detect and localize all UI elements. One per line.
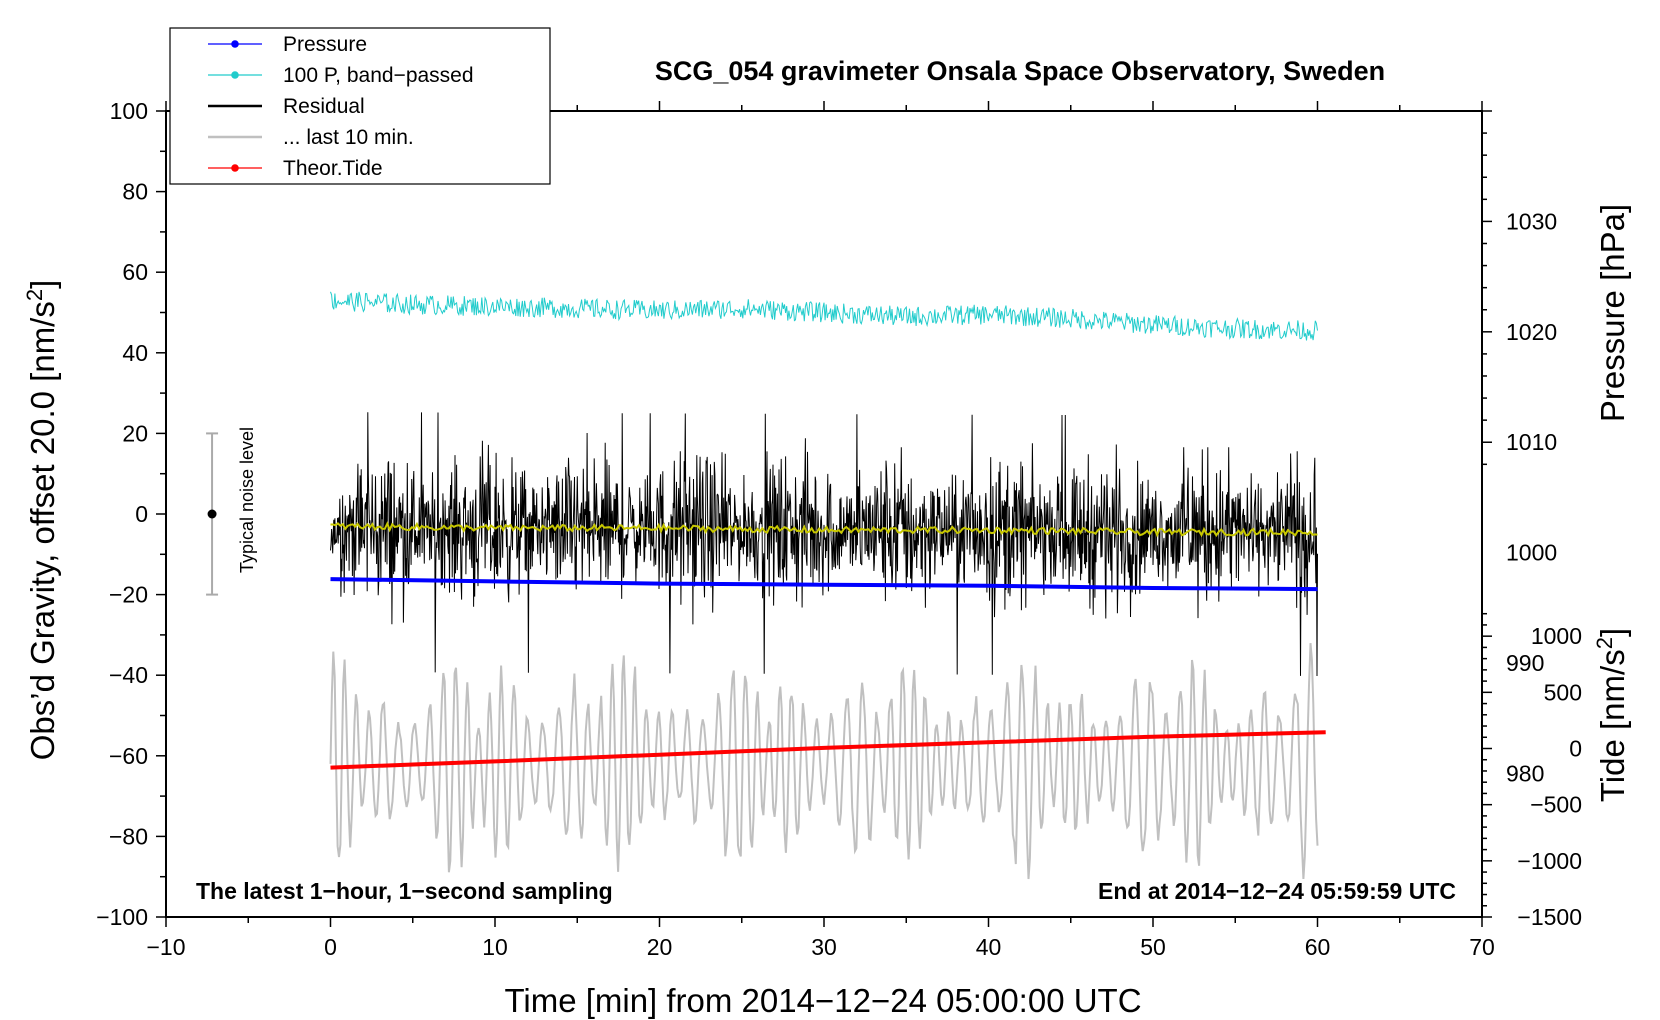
legend-marker bbox=[231, 40, 239, 48]
y-axis-label-main: Obs’d Gravity, offset 20.0 [nm/s bbox=[24, 301, 61, 760]
series-residual-smoothed bbox=[330, 521, 1318, 538]
y-tick-label: −100 bbox=[96, 904, 148, 930]
y-tick-label: 0 bbox=[135, 501, 148, 527]
legend-label: ... last 10 min. bbox=[283, 126, 414, 149]
x-axis-label: Time [min] from 2014−12−24 05:00:00 UTC bbox=[504, 982, 1141, 1019]
series-residual bbox=[330, 412, 1318, 677]
tide-tick-label: 0 bbox=[1569, 736, 1582, 762]
x-axis-ticks: −10 0 10 20 30 40 50 60 70 bbox=[146, 101, 1495, 960]
pressure-axis-label: Pressure [hPa] bbox=[1594, 204, 1631, 422]
pressure-tick-label: 980 bbox=[1506, 760, 1544, 786]
x-tick-label: −10 bbox=[146, 934, 185, 960]
pressure-tick-label: 1010 bbox=[1506, 429, 1557, 455]
noise-bar-center bbox=[207, 509, 217, 519]
y-tick-label: −60 bbox=[109, 743, 148, 769]
legend: Pressure 100 P, band−passed Residual ... la… bbox=[169, 27, 551, 185]
tide-tick-label: −1000 bbox=[1517, 848, 1582, 874]
annotation-end-time: End at 2014−12−24 05:59:59 UTC bbox=[1098, 878, 1456, 904]
series-theor-tide bbox=[330, 730, 1326, 770]
y-axis-label-sup: 2 bbox=[22, 289, 47, 301]
legend-marker bbox=[231, 164, 239, 172]
pressure-axis-ticks: 980 990 1000 1010 1020 1030 bbox=[1482, 110, 1557, 786]
x-tick-label: 30 bbox=[811, 934, 837, 960]
y-axis-ticks: −100 −80 −60 −40 −20 0 20 40 60 80 100 bbox=[96, 98, 166, 930]
x-tick-label: 50 bbox=[1140, 934, 1166, 960]
y-tick-label: −20 bbox=[109, 582, 148, 608]
legend-marker bbox=[231, 71, 239, 79]
legend-label: Pressure bbox=[283, 33, 367, 56]
x-tick-label: 70 bbox=[1469, 934, 1495, 960]
y-tick-label: 60 bbox=[122, 259, 148, 285]
y-axis-label: Obs’d Gravity, offset 20.0 [nm/s2] bbox=[22, 280, 62, 761]
tide-axis-label-main: Tide [nm/s bbox=[1594, 649, 1631, 802]
tide-axis-label-sup: 2 bbox=[1592, 637, 1617, 649]
legend-label: Residual bbox=[283, 95, 365, 118]
tide-tick-label: −500 bbox=[1530, 792, 1582, 818]
pressure-tick-label: 990 bbox=[1506, 650, 1544, 676]
annotation-latest-hour: The latest 1−hour, 1−second sampling bbox=[196, 878, 613, 904]
tide-axis-ticks: −1500 −1000 −500 0 500 1000 bbox=[1482, 612, 1582, 930]
y-tick-label: 40 bbox=[122, 340, 148, 366]
series-layer bbox=[329, 291, 1326, 880]
legend-label: Theor.Tide bbox=[283, 157, 383, 180]
tide-axis-label: Tide [nm/s2] bbox=[1592, 628, 1632, 802]
y-tick-label: 100 bbox=[110, 98, 148, 124]
pressure-tick-label: 1000 bbox=[1506, 540, 1557, 566]
x-tick-label: 40 bbox=[976, 934, 1002, 960]
y-tick-label: −80 bbox=[109, 823, 148, 849]
tide-axis-label-close: ] bbox=[1594, 628, 1631, 637]
pressure-tick-label: 1030 bbox=[1506, 208, 1557, 234]
y-tick-label: 80 bbox=[122, 179, 148, 205]
pressure-tick-label: 1020 bbox=[1506, 319, 1557, 345]
x-tick-label: 60 bbox=[1305, 934, 1331, 960]
tide-tick-label: −1500 bbox=[1517, 904, 1582, 930]
series-pressure bbox=[330, 577, 1318, 592]
noise-level-bar bbox=[206, 432, 219, 596]
legend-label: 100 P, band−passed bbox=[283, 64, 474, 87]
noise-level-label: Typical noise level bbox=[237, 427, 257, 573]
x-tick-label: 20 bbox=[647, 934, 673, 960]
chart-title: SCG_054 gravimeter Onsala Space Observat… bbox=[655, 56, 1385, 86]
tide-tick-label: 1000 bbox=[1531, 623, 1582, 649]
tide-tick-label: 500 bbox=[1544, 679, 1582, 705]
y-tick-label: 20 bbox=[122, 420, 148, 446]
x-tick-label: 10 bbox=[482, 934, 508, 960]
x-tick-label: 0 bbox=[324, 934, 337, 960]
y-axis-label-close: ] bbox=[24, 280, 61, 289]
series-last-10-min bbox=[329, 643, 1319, 880]
y-tick-label: −40 bbox=[109, 662, 148, 688]
series-100p-band-passed bbox=[330, 291, 1318, 341]
